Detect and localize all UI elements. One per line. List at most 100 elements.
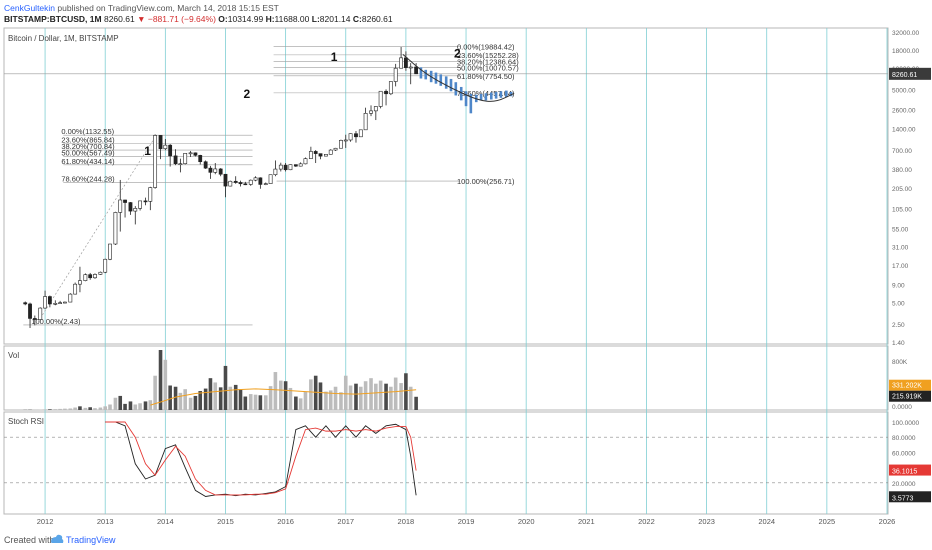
volume-last-tag <box>889 390 931 402</box>
projection-bar <box>424 69 428 80</box>
fib-left-level-label: 78.60%(244.28) <box>61 175 115 184</box>
volume-bar <box>88 407 92 410</box>
volume-bar <box>348 385 353 410</box>
candle-body <box>384 90 388 95</box>
price-tick-label: 5.00 <box>892 301 905 308</box>
volume-bar <box>158 350 163 410</box>
fib-right-level-label: 100.00%(256.71) <box>457 177 515 186</box>
low-label: L: <box>311 14 320 24</box>
projection-bar <box>419 67 423 79</box>
volume-bar <box>354 383 358 410</box>
volume-bar <box>163 359 168 410</box>
candle-body <box>118 199 123 213</box>
volume-bar <box>273 372 278 410</box>
rsi-d-tag <box>889 464 931 476</box>
candle-body <box>369 110 373 114</box>
candle-body <box>32 318 37 320</box>
volume-bar <box>213 382 218 410</box>
x-tick-label: 2021 <box>578 517 595 526</box>
candle-body <box>399 57 403 69</box>
candle-body <box>178 163 183 166</box>
volume-bar <box>343 375 348 410</box>
candle-body <box>188 152 193 155</box>
price-tick-label: 18000.00 <box>892 48 919 55</box>
volume-bar <box>374 383 378 410</box>
candle-body <box>23 302 28 305</box>
price-tick-label: 31.00 <box>892 244 909 251</box>
rsi-tick-label: 100.0000 <box>892 420 919 427</box>
author-link[interactable]: CenkGultekin <box>4 3 56 13</box>
candle-body <box>98 271 103 275</box>
volume-bar <box>168 385 172 410</box>
candle-body <box>63 301 67 304</box>
candle-body <box>363 113 368 131</box>
volume-bar <box>63 408 67 410</box>
fib-left-trend-line <box>35 135 157 326</box>
volume-pane-frame <box>3 345 889 411</box>
tradingview-logo-icon[interactable] <box>50 533 64 545</box>
projection-bar <box>469 93 473 114</box>
candle-body <box>108 243 112 260</box>
volume-bar <box>309 379 313 410</box>
price-tick-label: 32000.00 <box>892 30 919 37</box>
candle-body <box>388 81 393 95</box>
candle-body <box>143 200 148 203</box>
volume-tick-label: 0.0000 <box>892 404 912 411</box>
volume-ma-line <box>150 388 417 406</box>
published-text: published on TradingView.com, March 14, … <box>57 3 279 13</box>
candle-body <box>28 303 32 319</box>
projection-bar <box>494 91 498 99</box>
candle-body <box>358 129 363 138</box>
rsi-d-tag-label: 36.1015 <box>892 469 917 476</box>
candle-body <box>408 66 413 69</box>
volume-bar <box>198 391 203 410</box>
price-tick-label: 9.00 <box>892 283 905 290</box>
created-with-text: Created with <box>4 535 55 545</box>
volume-bar <box>288 387 293 410</box>
volume-bar <box>83 407 88 410</box>
volume-bar <box>248 394 253 410</box>
projection-bar <box>464 91 468 107</box>
chart-header: CenkGultekin published on TradingView.co… <box>0 0 932 26</box>
chart-canvas[interactable]: 2012 2013 2014 2015 2016 2017 2018 2019 2020 2021… <box>0 26 932 532</box>
volume-bar <box>128 401 133 410</box>
x-tick-label: 2026 <box>879 517 896 526</box>
x-tick-label: 2015 <box>217 517 234 526</box>
volume-bar <box>73 407 77 410</box>
candle-body <box>213 168 218 173</box>
projection-bar <box>454 82 458 96</box>
volume-bar <box>133 404 138 410</box>
candle-body <box>243 183 248 186</box>
volume-bar <box>118 395 123 410</box>
candle-body <box>53 303 58 305</box>
volume-bar <box>303 391 308 410</box>
candle-body <box>373 106 378 112</box>
volume-bar <box>358 386 363 410</box>
volume-bar <box>268 386 273 410</box>
candle-body <box>153 135 158 188</box>
projection-bar <box>484 93 488 101</box>
volume-tick-label: 800K <box>892 359 908 366</box>
candle-body <box>228 180 233 187</box>
fib-left-level-label: 23.60%(865.84) <box>61 135 115 144</box>
candle-body <box>248 179 253 185</box>
volume-bar <box>208 378 213 410</box>
candle-body <box>393 67 398 82</box>
open-value: 10314.99 <box>227 14 264 24</box>
candle-body <box>88 274 93 279</box>
volume-bar <box>414 396 418 410</box>
last-price-tag-label: 8260.61 <box>892 72 917 79</box>
close-value: 8260.61 <box>361 14 393 24</box>
wave-label: 2 <box>454 47 461 61</box>
tradingview-link[interactable]: TradingView <box>66 535 116 545</box>
price-tick-label: 17.00 <box>892 263 909 270</box>
candle-body <box>103 258 108 273</box>
projection-bar <box>434 72 438 84</box>
price-tick-label: 105.00 <box>892 207 912 214</box>
candle-body <box>78 280 82 285</box>
candle-body <box>218 168 223 175</box>
volume-bar <box>103 406 108 410</box>
rsi-tick-label: 80.0000 <box>892 435 916 442</box>
volume-pane-title: Vol <box>8 351 19 360</box>
candle-body <box>208 167 213 173</box>
